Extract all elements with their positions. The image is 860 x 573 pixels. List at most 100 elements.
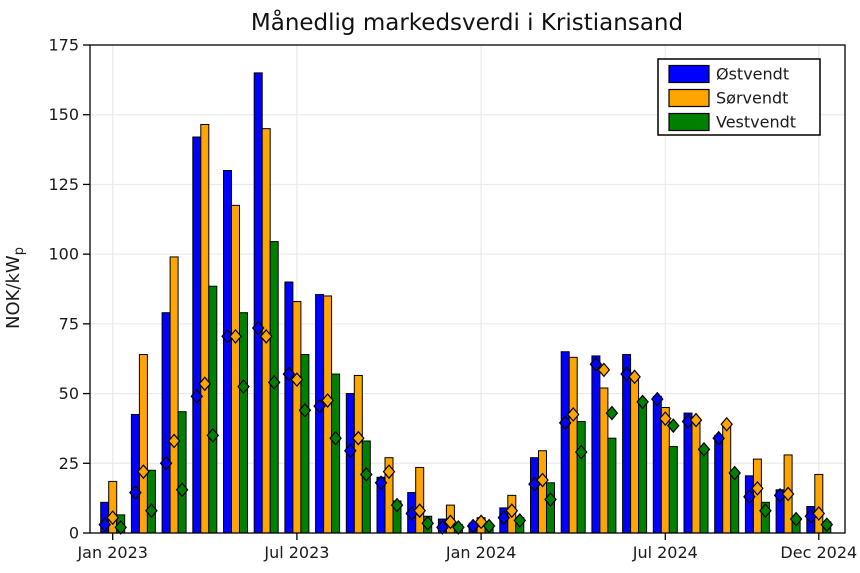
diamond-marker-sørvendt-2023-02 xyxy=(137,464,150,480)
bar-østvendt-2024-08 xyxy=(683,412,693,534)
plot-area: 0 25 50 75 100 125 150 175 Jan 2023 Jul 2023 Jan 2… xyxy=(48,36,857,563)
diamond-marker-østvendt-2023-09 xyxy=(344,443,357,459)
diamond-marker-vestvendt-2024-07 xyxy=(667,418,680,434)
diamond-marker-vestvendt-2023-09 xyxy=(360,467,373,482)
bar-sørvendt-2023-07 xyxy=(292,301,302,534)
diamond-marker-vestvendt-2023-03 xyxy=(175,482,189,498)
diamond-marker-vestvendt-2024-08 xyxy=(697,441,711,457)
diamond-marker-vestvendt-2023-01 xyxy=(114,519,127,535)
y-axis-label-subscript: p xyxy=(12,247,27,255)
diamond-marker-østvendt-2023-08 xyxy=(313,398,326,414)
diamond-marker-østvendt-2024-07 xyxy=(651,391,664,407)
legend-label-ostvendt: Østvendt xyxy=(716,65,789,84)
y-axis-label-main: NOK/kW xyxy=(3,255,24,329)
diamond-marker-sørvendt-2023-10 xyxy=(382,464,396,480)
diamond-marker-østvendt-2024-09 xyxy=(712,430,725,446)
bar-vestvendt-2024-05 xyxy=(607,437,617,534)
diamond-marker-vestvendt-2023-08 xyxy=(329,430,342,446)
bar-østvendt-2024-10 xyxy=(744,475,754,534)
bar-sørvendt-2024-04 xyxy=(568,356,578,534)
bar-vestvendt-2023-04 xyxy=(208,285,218,534)
legend-swatch-ostvendt xyxy=(668,64,710,84)
bar-vestvendt-2023-03 xyxy=(177,411,187,534)
diamond-marker-sørvendt-2023-09 xyxy=(352,430,365,446)
diamond-marker-vestvendt-2024-02 xyxy=(513,513,527,528)
y-axis-label: NOK/kWp xyxy=(3,247,27,329)
diamond-marker-østvendt-2023-06 xyxy=(251,320,265,336)
bar-vestvendt-2023-09 xyxy=(361,440,371,534)
diamond-marker-vestvendt-2024-10 xyxy=(759,503,772,519)
y-tick-label: 25 xyxy=(59,454,79,473)
bar-østvendt-2024-05 xyxy=(591,355,601,534)
diamond-marker-sørvendt-2024-08 xyxy=(689,412,703,428)
diamond-marker-østvendt-2023-10 xyxy=(374,475,388,491)
diamond-marker-østvendt-2023-12 xyxy=(436,519,449,535)
diamond-marker-vestvendt-2023-05 xyxy=(237,379,250,395)
bar-vestvendt-2024-06 xyxy=(638,402,648,534)
diamond-marker-vestvendt-2024-06 xyxy=(636,394,649,410)
diamond-marker-østvendt-2023-01 xyxy=(98,517,111,533)
bar-østvendt-2023-05 xyxy=(223,169,232,534)
x-tick-label: Dec 2024 xyxy=(780,543,857,562)
diamond-marker-sørvendt-2024-03 xyxy=(536,472,549,488)
bar-sørvendt-2023-05 xyxy=(231,204,240,534)
x-tick-label: Jan 2023 xyxy=(76,543,147,562)
diamond-marker-sørvendt-2023-11 xyxy=(413,503,426,519)
diamond-marker-sørvendt-2023-04 xyxy=(198,376,212,392)
bar-østvendt-2023-07 xyxy=(284,281,294,534)
diamond-marker-vestvendt-2023-11 xyxy=(421,515,434,531)
bar-østvendt-2023-06 xyxy=(253,72,263,534)
bar-østvendt-2023-08 xyxy=(315,294,325,534)
bar-sørvendt-2024-03 xyxy=(538,450,547,534)
bar-østvendt-2023-03 xyxy=(161,312,171,534)
diamond-marker-sørvendt-2024-05 xyxy=(597,362,611,378)
diamond-marker-sørvendt-2023-08 xyxy=(321,393,334,408)
diamond-marker-vestvendt-2023-04 xyxy=(206,427,220,443)
diamond-marker-vestvendt-2023-07 xyxy=(298,402,312,418)
bar-vestvendt-2024-03 xyxy=(546,482,555,534)
bar-vestvendt-2024-08 xyxy=(699,450,709,534)
bar-sørvendt-2023-04 xyxy=(200,123,210,534)
chart-title: Månedlig markedsverdi i Kristiansand xyxy=(251,8,683,36)
bar-sørvendt-2023-02 xyxy=(138,354,148,534)
diamond-marker-østvendt-2024-10 xyxy=(743,489,756,505)
legend-swatch-sorvendt xyxy=(668,88,710,108)
bar-vestvendt-2023-07 xyxy=(300,354,310,534)
bar-østvendt-2024-07 xyxy=(652,395,662,534)
bar-vestvendt-2023-02 xyxy=(146,469,156,534)
diamond-marker-sørvendt-2023-12 xyxy=(444,514,457,530)
bar-østvendt-2023-09 xyxy=(345,393,355,534)
bar-østvendt-2023-02 xyxy=(130,413,140,534)
diamond-marker-sørvendt-2023-06 xyxy=(259,328,273,344)
y-tick-label: 50 xyxy=(59,384,79,403)
bar-sørvendt-2024-05 xyxy=(599,387,609,534)
bar-sørvendt-2023-08 xyxy=(323,295,333,534)
diamond-marker-vestvendt-2024-09 xyxy=(728,465,741,481)
diamond-marker-vestvendt-2024-04 xyxy=(574,444,588,460)
diamond-marker-sørvendt-2024-06 xyxy=(628,369,641,385)
diamond-marker-sørvendt-2023-07 xyxy=(290,372,304,388)
bar-vestvendt-2023-08 xyxy=(331,373,341,534)
diamond-marker-sørvendt-2024-02 xyxy=(505,503,519,519)
y-tick-label: 175 xyxy=(48,36,79,55)
y-tick-label: 125 xyxy=(48,175,79,194)
legend-label-vestvendt: Vestvendt xyxy=(716,113,796,132)
bar-sørvendt-2023-03 xyxy=(169,256,179,534)
bar-sørvendt-2024-09 xyxy=(722,425,732,534)
diamond-marker-sørvendt-2023-01 xyxy=(106,510,119,526)
diamond-marker-vestvendt-2024-11 xyxy=(789,511,803,527)
x-tick-label: Jul 2024 xyxy=(632,543,698,562)
diamond-marker-østvendt-2024-02 xyxy=(497,510,511,526)
legend-label-sorvendt: Sørvendt xyxy=(716,89,788,108)
bar-østvendt-2023-04 xyxy=(192,136,202,534)
bar-vestvendt-2023-05 xyxy=(239,312,248,534)
diamond-marker-østvendt-2023-03 xyxy=(159,455,173,471)
bar-vestvendt-2024-09 xyxy=(730,473,740,534)
x-tick-label: Jul 2023 xyxy=(263,543,329,562)
diamond-marker-sørvendt-2024-04 xyxy=(566,407,580,422)
y-tick-label: 100 xyxy=(48,245,79,264)
legend: Østvendt Sørvendt Vestvendt xyxy=(657,58,821,136)
legend-swatch-vestvendt xyxy=(668,112,710,132)
diamond-marker-østvendt-2023-07 xyxy=(282,366,296,382)
